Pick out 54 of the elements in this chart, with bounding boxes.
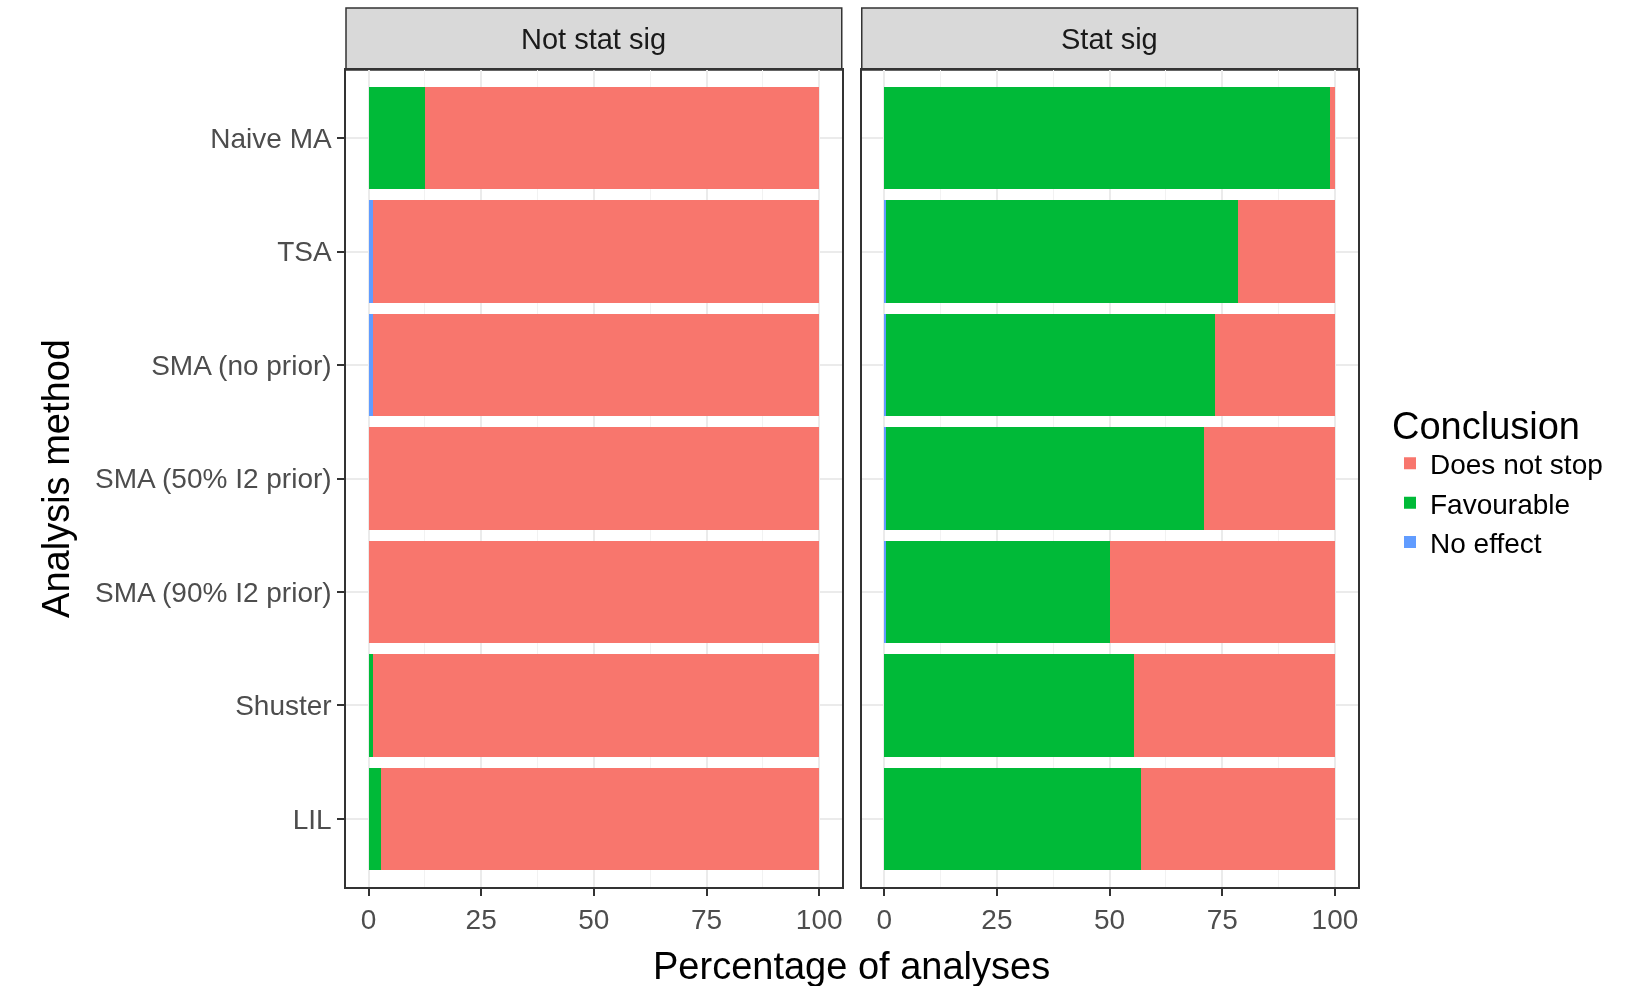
bar [372,654,820,757]
bar [381,767,820,870]
bar [368,87,425,190]
bar [424,87,820,190]
y-tick-label: Shuster [235,690,332,722]
x-tick-label: 75 [690,904,723,936]
bar [1204,427,1335,530]
bar [884,654,1134,757]
y-tick-label: SMA (90% I2 prior) [95,576,332,608]
y-tick-label: SMA (no prior) [151,349,332,381]
x-tick-label: 100 [795,904,843,936]
bar [884,767,1142,870]
x-tick-label: 0 [876,904,893,936]
bar [368,313,373,417]
bar [368,767,382,870]
bar [885,200,1239,303]
x-tick-label: 75 [1206,904,1238,936]
bar [1110,540,1335,644]
chart-title: Stat sig [1061,23,1158,55]
x-tick-label: 100 [1311,904,1359,936]
bar [1214,313,1335,417]
bar [885,427,1205,530]
x-tick-label: 25 [981,904,1013,936]
y-tick-label: TSA [277,236,332,268]
bar [885,540,1111,644]
legend-label: No effect [1430,528,1542,560]
bar [1238,200,1335,303]
y-tick-label: Naive MA [210,122,332,154]
y-axis-title: Analysis method [34,339,77,618]
legend-label: Favourable [1430,488,1571,520]
bar [368,200,373,303]
x-tick-label: 50 [578,904,610,936]
bar [884,87,1331,190]
bar [885,313,1215,417]
bar [1330,87,1335,190]
x-tick-label: 50 [1094,904,1126,936]
x-tick-label: 0 [360,904,377,936]
bar [883,200,886,303]
legend-label: Does not stop [1430,449,1603,481]
y-tick-label: LIL [292,803,332,835]
bar [368,540,820,644]
bar [1133,654,1335,757]
chart-title: Not stat sig [521,23,667,55]
bar [883,313,886,417]
bar [1141,767,1335,870]
y-tick-label: SMA (50% I2 prior) [95,463,332,495]
x-tick-label: 25 [465,904,497,936]
bar [883,427,886,530]
bar [368,427,820,530]
bar [372,313,820,417]
bar [372,200,820,303]
bar [883,540,886,644]
legend-title: Conclusion [1392,404,1580,447]
bar [368,654,373,757]
